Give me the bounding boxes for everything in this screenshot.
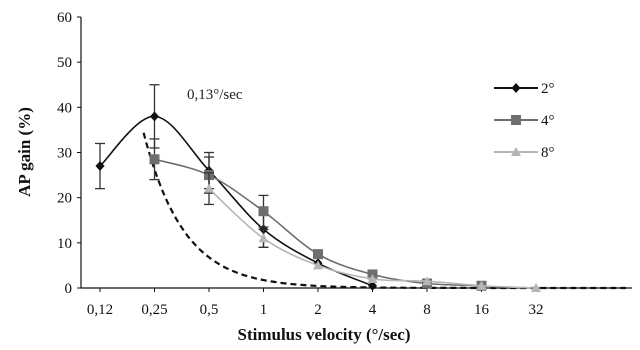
- y-tick-label: 30: [57, 146, 72, 162]
- reference-curve-line: [142, 132, 626, 290]
- legend-marker: [511, 83, 521, 93]
- series-3: [204, 172, 541, 292]
- x-tick-label: 32: [529, 302, 544, 318]
- x-tick-label: 1: [260, 302, 268, 318]
- legend-label: 2°: [541, 81, 555, 97]
- x-tick-label: 0,12: [87, 302, 113, 318]
- x-ticks: 0,12 0,25 0,5 1 2 4 8 16 32: [87, 288, 544, 318]
- data-point: [150, 111, 159, 122]
- y-ticks: 0 10 20 30 40 50 60: [57, 10, 81, 297]
- data-point: [204, 183, 214, 193]
- legend-label: 8°: [541, 145, 555, 161]
- x-tick-label: 0,25: [141, 302, 167, 318]
- data-point: [95, 161, 105, 172]
- data-point: [313, 260, 323, 270]
- y-tick-label: 0: [65, 281, 73, 297]
- data-point: [313, 249, 323, 260]
- y-tick-label: 60: [57, 10, 72, 26]
- legend-label: 4°: [541, 113, 555, 129]
- x-tick-label: 4: [369, 302, 377, 318]
- legend: 2° 4° 8°: [494, 81, 555, 161]
- y-axis-title: AP gain (%): [15, 107, 34, 197]
- x-tick-label: 8: [423, 302, 431, 318]
- legend-item: 4°: [494, 113, 555, 129]
- y-tick-label: 10: [57, 236, 72, 252]
- data-point: [422, 276, 432, 286]
- y-tick-label: 20: [57, 191, 72, 207]
- data-point: [368, 280, 377, 291]
- legend-item: 2°: [494, 81, 555, 97]
- data-point: [476, 280, 487, 290]
- y-tick-label: 40: [57, 100, 72, 116]
- x-tick-label: 0,5: [200, 302, 219, 318]
- data-point: [531, 283, 541, 292]
- legend-marker: [511, 115, 521, 125]
- legend-marker: [511, 147, 521, 156]
- x-tick-label: 2: [314, 302, 322, 318]
- data-point: [149, 154, 160, 165]
- x-axis-title: Stimulus velocity (°/sec): [238, 325, 411, 344]
- series-1: [95, 84, 377, 291]
- reference-curve: [142, 132, 626, 290]
- data-point: [258, 233, 269, 243]
- legend-item: 8°: [494, 145, 555, 161]
- data-point: [258, 206, 269, 217]
- reference-curve-label: 0,13°/sec: [187, 87, 243, 103]
- series-group: [95, 84, 541, 292]
- x-tick-label: 16: [474, 302, 490, 318]
- data-point: [367, 273, 378, 283]
- y-tick-label: 50: [57, 55, 72, 71]
